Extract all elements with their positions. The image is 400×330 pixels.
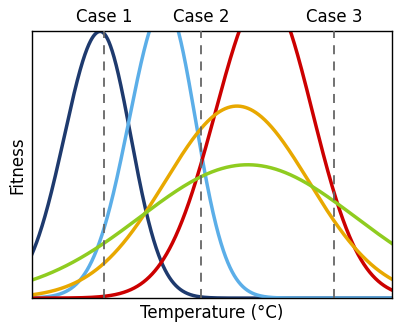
Text: Case 1: Case 1 xyxy=(76,8,132,26)
Y-axis label: Fitness: Fitness xyxy=(8,136,26,194)
Text: Case 2: Case 2 xyxy=(173,8,229,26)
Text: Case 3: Case 3 xyxy=(306,8,362,26)
X-axis label: Temperature (°C): Temperature (°C) xyxy=(140,304,284,322)
